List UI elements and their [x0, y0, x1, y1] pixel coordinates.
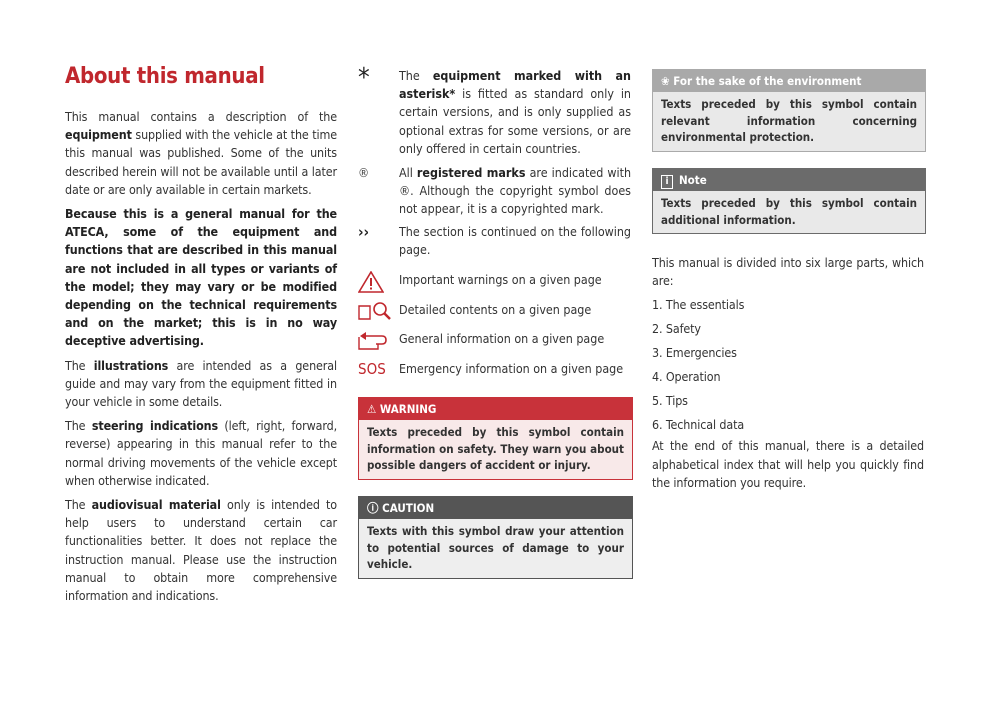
bold-text: audiovisual material [91, 497, 221, 513]
text: The [65, 357, 94, 373]
note-header: i Note [653, 169, 925, 191]
warning-header: ⚠ WARNING [359, 398, 632, 420]
text: are intended as a general guide and may … [65, 357, 337, 410]
list-item: 4. Operation [652, 369, 721, 385]
general-manual-paragraph: Because this is a general manual for the… [65, 205, 337, 351]
asterisk-icon: * [358, 63, 370, 93]
text: supplied with the vehicle at the time th… [65, 127, 337, 197]
book-magnifier-icon [358, 301, 394, 326]
note-body: Texts preceded by this symbol contain ad… [661, 196, 917, 227]
warning-triangle-icon [357, 270, 394, 298]
bold-text: equipment marked with an asterisk* [399, 68, 631, 102]
bold-text: illustrations [93, 357, 169, 373]
parts-list: 1. The essentials 2. Safety 3. Emergenci… [652, 293, 924, 437]
text: only is intended to help users to unders… [65, 497, 338, 604]
text: This manual contains a description of th… [65, 109, 337, 124]
intro-paragraph: This manual contains a description of th… [65, 108, 337, 199]
list-item: 1. The essentials [652, 297, 745, 313]
list-item: 3. Emergencies [652, 345, 737, 361]
sos-icon: SOS [358, 360, 386, 378]
environment-box: ❀ For the sake of the environment Texts … [652, 69, 926, 152]
audiovisual-paragraph: The audiovisual material only is intende… [65, 496, 337, 605]
bold-text: equipment [65, 127, 132, 143]
text: are indicated with ®. Although the copyr… [399, 165, 632, 217]
text: The [65, 418, 92, 434]
bold-text: Because this is a general manual for the… [65, 206, 337, 349]
parts-intro: This manual is divided into six large pa… [652, 255, 924, 289]
right-column-text: This manual is divided into six large pa… [652, 254, 924, 498]
icon-row-text: Emergency information on a given page [399, 361, 624, 376]
text: (left, right, forward, reverse) appearin… [65, 418, 338, 488]
text: is fitted as standard only in certain ve… [399, 86, 631, 156]
environment-header: ❀ For the sake of the environment [653, 70, 925, 92]
note-title: Note [679, 173, 707, 187]
icon-row-text: Important warnings on a given page [399, 272, 602, 287]
caution-body: Texts with this symbol draw your attenti… [367, 524, 624, 571]
flower-icon: ❀ [661, 74, 674, 88]
continued-text: The section is continued on the followin… [399, 224, 631, 258]
list-item: 2. Safety [652, 321, 701, 337]
caution-title: CAUTION [382, 501, 435, 515]
registered-text: All registered marks are indicated with … [399, 164, 631, 219]
caution-box: ⓘ CAUTION Texts with this symbol draw yo… [358, 496, 633, 579]
warning-body: Texts preceded by this symbol contain in… [367, 425, 624, 472]
icon-row-text: General information on a given page [399, 331, 605, 346]
warning-triangle-icon: ⚠ [367, 402, 380, 416]
warning-title: WARNING [379, 402, 437, 416]
illustrations-paragraph: The illustrations are intended as a gene… [65, 357, 337, 412]
icon-row-text: Detailed contents on a given page [399, 302, 592, 317]
double-chevron-icon: ›› [358, 223, 370, 241]
warning-box: ⚠ WARNING Texts preceded by this symbol … [358, 397, 633, 480]
environment-title: For the sake of the environment [673, 74, 862, 88]
bold-text: steering indications [91, 418, 219, 434]
registered-icon: ® [358, 165, 370, 180]
steering-paragraph: The steering indications (left, right, f… [65, 417, 337, 490]
page-title: About this manual [65, 64, 265, 89]
list-item: 5. Tips [652, 393, 688, 409]
list-item: 6. Technical data [652, 417, 745, 433]
caution-header: ⓘ CAUTION [359, 497, 632, 519]
environment-body: Texts preceded by this symbol contain re… [661, 97, 917, 144]
text: The [399, 68, 433, 83]
note-box: i Note Texts preceded by this symbol cont… [652, 168, 926, 234]
info-icon: i [661, 175, 673, 189]
text: All [399, 165, 417, 180]
index-paragraph: At the end of this manual, there is a de… [652, 438, 924, 490]
left-column: This manual contains a description of th… [65, 108, 337, 611]
bold-text: registered marks [416, 165, 526, 180]
book-arrow-icon [358, 330, 394, 355]
asterisk-text: The equipment marked with an asterisk* i… [399, 67, 631, 158]
exclamation-circle-icon: ⓘ [367, 501, 383, 515]
text: The [65, 497, 92, 513]
